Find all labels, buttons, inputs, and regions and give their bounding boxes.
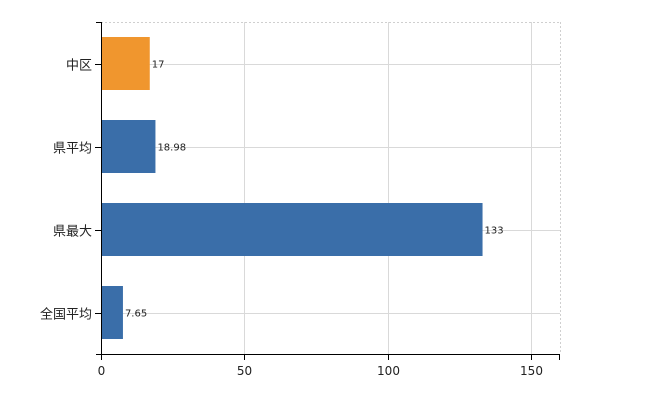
grid-layer — [101, 22, 561, 354]
x-tick-label: 50 — [237, 364, 252, 378]
x-tick-label: 150 — [520, 364, 543, 378]
data-label-3: 133 — [485, 226, 504, 237]
bar-4 — [101, 286, 123, 339]
y-tick-label: 県平均 — [53, 142, 92, 157]
y-tick-label: 中区 — [66, 59, 92, 74]
bars-layer — [101, 37, 483, 339]
y-tick-label: 県最大 — [53, 225, 92, 240]
data-labels-layer: 17 18.98 133 7.65 — [125, 60, 504, 320]
data-label-2: 18.98 — [157, 143, 186, 154]
bar-2 — [101, 120, 156, 173]
x-tick-label: 0 — [98, 364, 106, 378]
bar-1 — [101, 37, 150, 90]
bar-3 — [101, 203, 483, 256]
y-tick-label: 全国平均 — [40, 307, 92, 323]
x-tick-label: 100 — [377, 364, 400, 378]
data-label-1: 17 — [152, 60, 165, 71]
data-label-4: 7.65 — [125, 309, 147, 320]
